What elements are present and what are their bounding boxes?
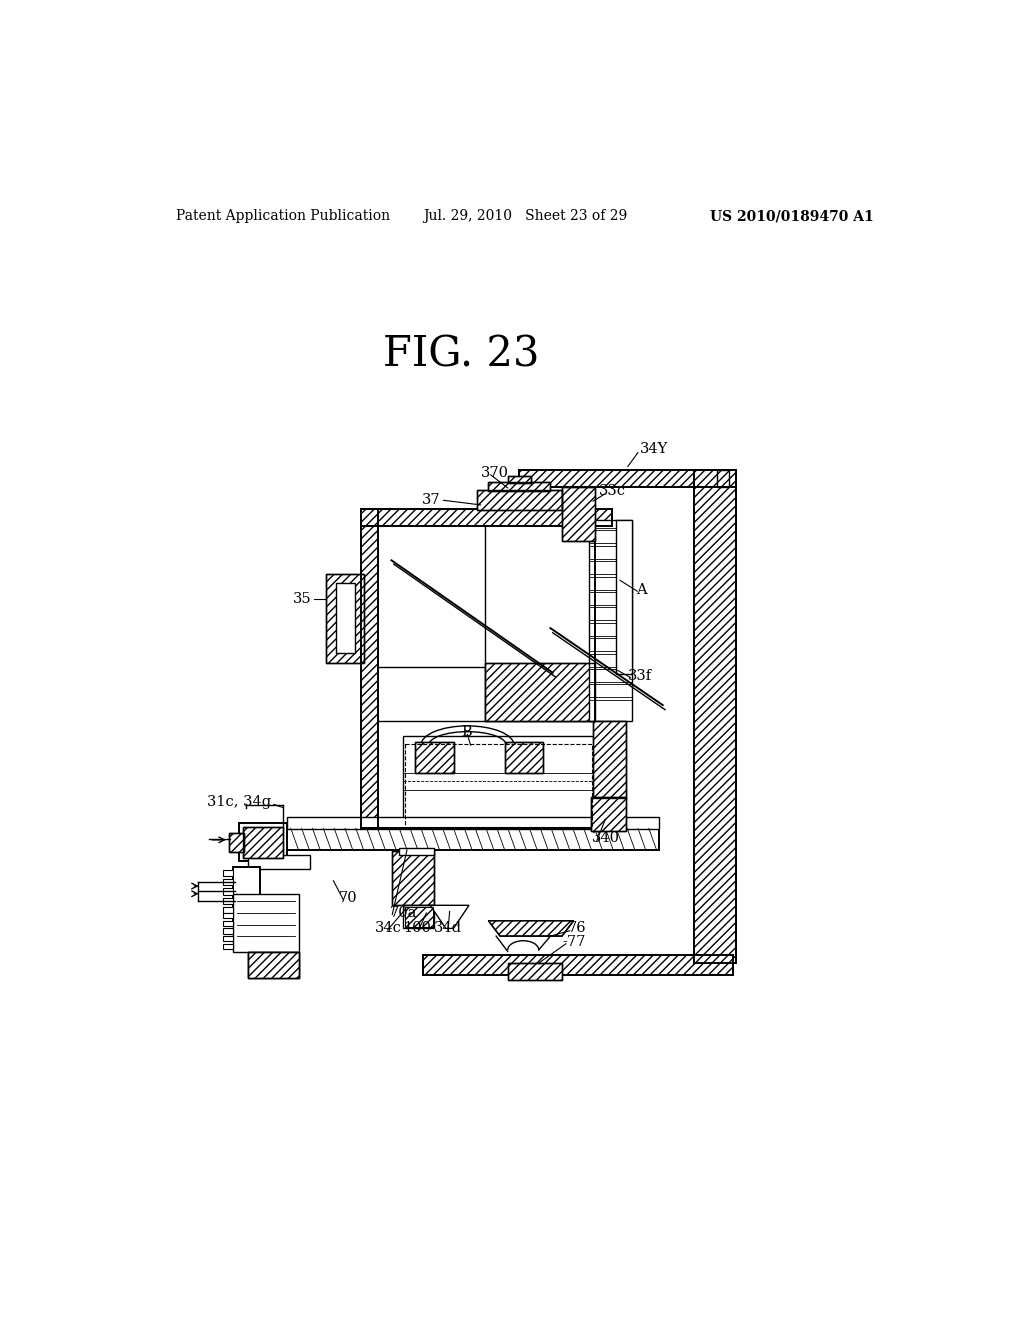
Text: 76: 76: [567, 921, 586, 936]
Bar: [222, 888, 233, 895]
Bar: [508, 475, 531, 483]
Text: 34d: 34d: [434, 921, 462, 936]
Bar: [243, 826, 283, 858]
Text: Patent Application Publication: Patent Application Publication: [176, 209, 390, 223]
Text: 34Y: 34Y: [640, 442, 668, 457]
Bar: [360, 508, 612, 525]
Bar: [693, 470, 736, 964]
Bar: [593, 721, 626, 797]
Bar: [592, 797, 626, 830]
Bar: [406, 743, 592, 826]
Bar: [505, 742, 544, 774]
Text: A: A: [636, 582, 646, 597]
Bar: [248, 952, 299, 978]
Polygon shape: [430, 906, 469, 928]
Bar: [404, 907, 432, 927]
Bar: [287, 829, 658, 850]
Bar: [404, 907, 432, 927]
Bar: [477, 490, 562, 511]
Bar: [239, 822, 287, 862]
Text: Jul. 29, 2010   Sheet 23 of 29: Jul. 29, 2010 Sheet 23 of 29: [423, 209, 627, 223]
Bar: [222, 879, 233, 886]
Bar: [403, 906, 434, 928]
Text: B: B: [461, 725, 472, 739]
Bar: [477, 490, 562, 511]
Bar: [562, 487, 595, 541]
Bar: [488, 482, 550, 491]
Bar: [589, 520, 632, 721]
Bar: [222, 898, 233, 904]
Bar: [592, 797, 626, 830]
Bar: [403, 737, 595, 829]
Bar: [508, 964, 562, 979]
Bar: [415, 742, 454, 774]
Bar: [505, 742, 544, 774]
Bar: [248, 952, 299, 978]
Bar: [488, 482, 550, 491]
Bar: [222, 944, 233, 949]
Bar: [222, 913, 233, 919]
Bar: [415, 742, 454, 774]
Bar: [222, 907, 233, 913]
Text: 100: 100: [403, 921, 431, 936]
Bar: [717, 470, 729, 487]
Bar: [222, 936, 233, 941]
Bar: [287, 817, 658, 829]
Bar: [593, 721, 626, 797]
Text: 33c: 33c: [599, 484, 627, 498]
Bar: [484, 663, 595, 721]
Bar: [399, 847, 434, 855]
Bar: [519, 470, 736, 487]
Text: 37: 37: [422, 494, 440, 507]
Bar: [326, 574, 365, 663]
Bar: [508, 475, 531, 483]
Bar: [378, 525, 595, 829]
Bar: [391, 851, 434, 906]
Bar: [693, 470, 736, 964]
Bar: [222, 921, 233, 927]
Bar: [519, 470, 736, 487]
Bar: [484, 663, 595, 721]
Text: 70a: 70a: [390, 906, 418, 920]
Bar: [423, 956, 732, 974]
Bar: [360, 508, 612, 525]
Text: US 2010/0189470 A1: US 2010/0189470 A1: [710, 209, 873, 223]
Bar: [326, 574, 365, 663]
Text: 35: 35: [293, 591, 311, 606]
Text: 370: 370: [480, 466, 509, 479]
Bar: [228, 833, 245, 853]
Polygon shape: [488, 921, 573, 936]
Bar: [360, 508, 378, 829]
Bar: [243, 826, 283, 858]
Bar: [222, 870, 233, 876]
Text: FIG. 23: FIG. 23: [383, 334, 540, 376]
Bar: [391, 851, 434, 906]
Text: 33f: 33f: [628, 669, 652, 682]
Bar: [222, 928, 233, 933]
Bar: [248, 952, 299, 978]
Bar: [248, 855, 310, 869]
Bar: [232, 867, 260, 921]
Bar: [508, 964, 562, 979]
Text: 31c, 34g: 31c, 34g: [207, 795, 271, 809]
Text: -77: -77: [562, 936, 586, 949]
Bar: [562, 487, 595, 541]
Bar: [616, 520, 632, 675]
Text: 70: 70: [339, 891, 357, 904]
Text: 34c: 34c: [375, 921, 401, 936]
Bar: [228, 833, 245, 853]
Bar: [232, 894, 299, 952]
Bar: [423, 956, 732, 974]
Bar: [336, 583, 355, 653]
Text: 340: 340: [592, 830, 620, 845]
Bar: [360, 508, 378, 829]
